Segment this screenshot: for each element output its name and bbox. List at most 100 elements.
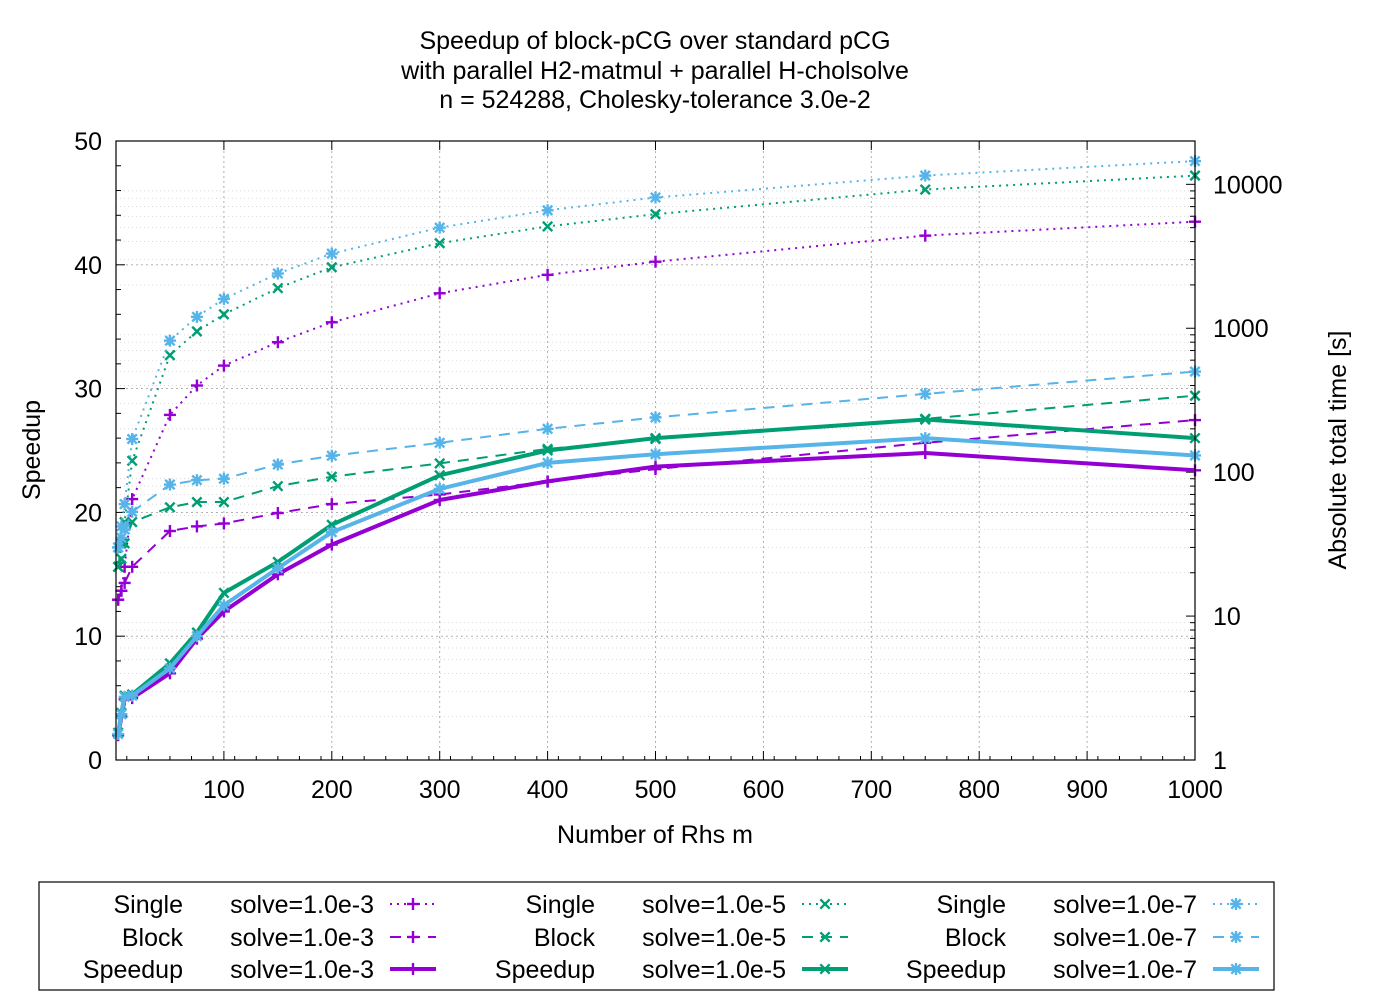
marker-stroke bbox=[919, 184, 931, 196]
data-point bbox=[218, 587, 230, 599]
y-tick-label: 40 bbox=[74, 252, 102, 280]
data-point bbox=[542, 220, 554, 232]
y2-tick-label: 1 bbox=[1213, 747, 1227, 775]
marker-stroke bbox=[164, 479, 176, 491]
marker-stroke bbox=[191, 496, 203, 508]
y2-tick-label: 100 bbox=[1213, 459, 1255, 487]
marker-stroke bbox=[434, 222, 446, 234]
marker-stroke bbox=[326, 526, 338, 538]
data-point bbox=[649, 255, 662, 268]
legend-solve: solve=1.0e-5 bbox=[642, 891, 786, 919]
legend-marker bbox=[1230, 931, 1242, 943]
marker-stroke bbox=[649, 191, 662, 204]
y2-tick-label: 1000 bbox=[1213, 315, 1269, 343]
data-point bbox=[919, 432, 932, 445]
data-point bbox=[126, 505, 139, 518]
legend-solve: solve=1.0e-5 bbox=[642, 956, 786, 984]
data-point bbox=[112, 561, 124, 573]
data-point bbox=[191, 496, 203, 508]
marker-stroke bbox=[218, 473, 230, 485]
y-tick-label: 0 bbox=[88, 747, 102, 775]
data-point bbox=[919, 229, 932, 242]
data-point bbox=[649, 411, 662, 424]
legend-solve: solve=1.0e-3 bbox=[230, 891, 374, 919]
marker-stroke bbox=[326, 471, 338, 483]
marker-stroke bbox=[1230, 898, 1242, 910]
marker-stroke bbox=[218, 599, 230, 611]
marker-stroke bbox=[326, 248, 338, 260]
legend-solve: solve=1.0e-7 bbox=[1053, 956, 1197, 984]
legend-solve: solve=1.0e-7 bbox=[1053, 924, 1197, 952]
data-point bbox=[325, 316, 338, 329]
marker-stroke bbox=[218, 308, 230, 320]
x-tick-label: 800 bbox=[958, 776, 1000, 804]
marker-stroke bbox=[542, 444, 554, 457]
data-point bbox=[919, 169, 932, 182]
series-single-solve-1-0e-5 bbox=[112, 170, 1201, 573]
y2-tick-label: 10 bbox=[1213, 603, 1241, 631]
data-point bbox=[118, 523, 131, 536]
legend-solve: solve=1.0e-3 bbox=[230, 956, 374, 984]
data-point bbox=[649, 432, 662, 444]
marker-stroke bbox=[649, 448, 662, 460]
data-point bbox=[190, 379, 203, 392]
data-point bbox=[163, 525, 176, 538]
data-point bbox=[542, 444, 554, 457]
x-tick-label: 600 bbox=[743, 776, 785, 804]
legend-marker bbox=[819, 931, 831, 943]
data-point bbox=[919, 184, 931, 196]
y-tick-label: 50 bbox=[74, 128, 102, 156]
marker-stroke bbox=[115, 708, 127, 720]
data-point bbox=[271, 458, 284, 471]
y2-tick-label: 10000 bbox=[1213, 171, 1283, 199]
data-point bbox=[163, 478, 176, 491]
x-axis-label: Number of Rhs m bbox=[557, 821, 753, 849]
data-point bbox=[271, 507, 284, 520]
marker-stroke bbox=[919, 170, 931, 182]
legend-label: Single bbox=[526, 891, 596, 919]
data-point bbox=[191, 325, 203, 337]
legend-item: Speedup solve=1.0e-5 bbox=[495, 956, 848, 984]
marker-stroke bbox=[119, 691, 131, 703]
series-single-solve-1-0e-7 bbox=[112, 155, 1201, 554]
marker-stroke bbox=[434, 483, 446, 495]
legend-solve: solve=1.0e-3 bbox=[230, 924, 374, 952]
series-speedup-solve-1-0e-7 bbox=[112, 432, 1201, 741]
data-point bbox=[126, 560, 139, 573]
data-point bbox=[190, 630, 203, 643]
data-point bbox=[434, 457, 446, 469]
data-point bbox=[217, 599, 230, 612]
marker-stroke bbox=[191, 325, 203, 337]
data-point bbox=[163, 662, 176, 675]
legend-item: Speedup solve=1.0e-3 bbox=[83, 956, 436, 984]
marker-stroke bbox=[326, 261, 338, 273]
data-point bbox=[326, 261, 338, 273]
legend-marker bbox=[1230, 963, 1242, 975]
legend-label: Block bbox=[945, 924, 1007, 952]
data-point bbox=[325, 247, 338, 260]
series-group bbox=[112, 155, 1201, 742]
y-tick-label: 20 bbox=[74, 499, 102, 527]
data-point bbox=[217, 359, 230, 372]
data-point bbox=[649, 448, 662, 461]
marker-stroke bbox=[1230, 931, 1242, 943]
data-point bbox=[112, 728, 125, 741]
marker-stroke bbox=[272, 480, 284, 492]
legend-marker bbox=[819, 963, 831, 975]
marker-stroke bbox=[919, 414, 931, 426]
marker-stroke bbox=[434, 437, 446, 449]
data-point bbox=[271, 336, 284, 349]
data-point bbox=[434, 469, 446, 481]
data-point bbox=[919, 414, 931, 426]
marker-stroke bbox=[919, 432, 931, 444]
marker-stroke bbox=[191, 630, 203, 642]
data-point bbox=[164, 501, 176, 513]
x-tick-label: 900 bbox=[1066, 776, 1108, 804]
data-point bbox=[541, 422, 554, 435]
marker-stroke bbox=[115, 553, 127, 565]
legend-label: Single bbox=[937, 891, 1007, 919]
marker-stroke bbox=[434, 469, 446, 481]
data-point bbox=[433, 494, 446, 507]
data-point bbox=[325, 526, 338, 539]
series-line bbox=[117, 370, 1196, 548]
